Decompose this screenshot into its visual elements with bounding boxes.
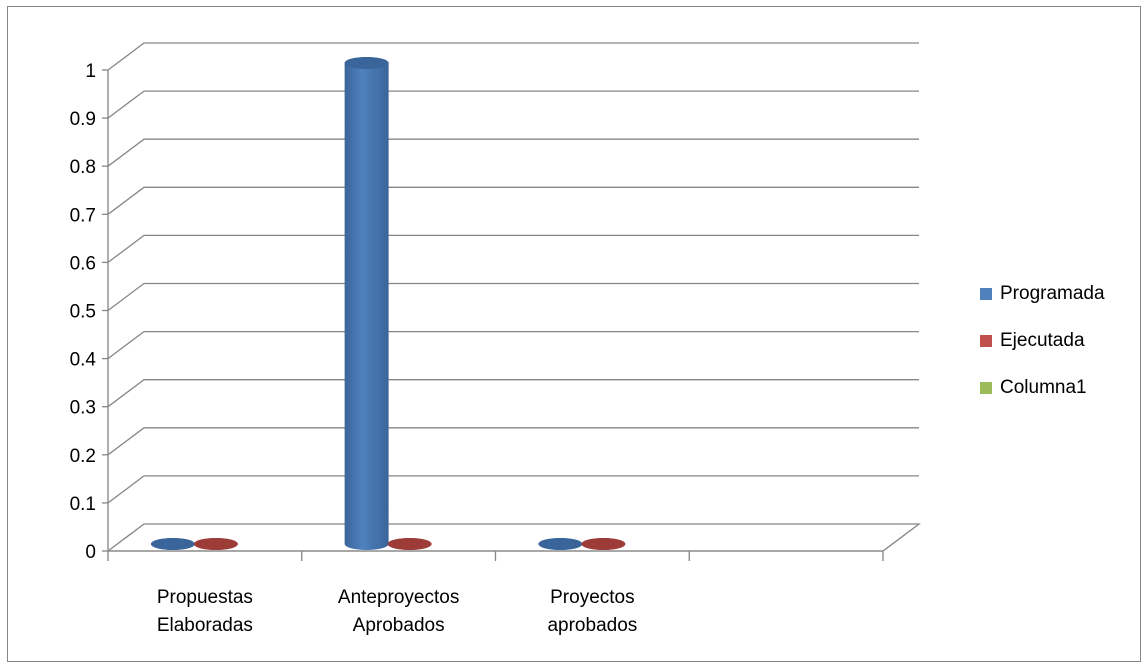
y-tick-label: 0.1 [70, 494, 96, 515]
gridline [107, 186, 919, 215]
bar-top-programada-0 [150, 538, 195, 550]
y-tick-label: 0.3 [70, 398, 96, 419]
gridline [107, 427, 919, 456]
chart-frame [7, 6, 1141, 662]
y-tick-label: 0.9 [70, 109, 96, 130]
x-tick-label-line: Aprobados [353, 615, 445, 636]
x-tick-label-line: aprobados [547, 615, 637, 636]
x-tick-label-line: Propuestas [157, 587, 253, 608]
gridline [107, 42, 919, 71]
y-tick-label: 0.4 [70, 350, 97, 371]
y-tick-label: 0.5 [70, 302, 96, 323]
y-tick-label: 0.2 [70, 446, 96, 467]
bars [150, 57, 626, 550]
bar-programada-1 [344, 57, 389, 550]
y-tick-label: 0.6 [70, 253, 96, 274]
y-tick-label: 0.7 [70, 205, 96, 226]
bar-top-ejecutada-2 [581, 538, 626, 550]
y-tick-labels: 0 0.1 0.2 0.3 0.4 0.5 0.6 0.7 0.8 0.9 1 [70, 61, 97, 563]
gridline [107, 379, 919, 408]
bar-top-ejecutada-1 [387, 538, 432, 550]
y-tick-label: 0.8 [70, 157, 96, 178]
legend-item-columna1: Columna1 [980, 376, 1105, 400]
bar-top-ejecutada-0 [193, 538, 238, 550]
x-tick-label-line: Anteproyectos [338, 587, 459, 608]
legend-swatch-columna1 [980, 382, 992, 394]
x-tick-label-line: Elaboradas [157, 615, 253, 636]
gridline [107, 475, 919, 504]
legend-swatch-programada [980, 288, 992, 300]
legend-swatch-ejecutada [980, 335, 992, 347]
gridlines [107, 42, 919, 504]
gridline [107, 234, 919, 263]
legend-label-ejecutada: Ejecutada [1000, 330, 1085, 351]
x-tick-label-line: Proyectos [550, 587, 634, 608]
y-tick-label: 1 [85, 61, 96, 82]
bar-top-programada-1 [344, 57, 389, 69]
gridline [107, 90, 919, 119]
gridline [107, 330, 919, 360]
legend-label-programada: Programada [1000, 283, 1105, 304]
x-tick-label: Proyectos aprobados [547, 587, 637, 636]
bar-top-programada-2 [538, 538, 583, 550]
x-tick-labels: Propuestas Elaboradas Anteproyectos Aprobad… [157, 587, 637, 636]
legend-item-ejecutada: Ejecutada [980, 329, 1105, 353]
legend-label-columna1: Columna1 [1000, 377, 1087, 398]
gridline [107, 138, 919, 167]
y-tick-label: 0 [85, 542, 96, 563]
legend-item-programada: Programada [980, 282, 1105, 306]
legend: Programada Ejecutada Columna1 [980, 282, 1105, 423]
gridline [107, 282, 919, 312]
x-tick-label: Propuestas Elaboradas [157, 587, 253, 636]
x-tick-label: Anteproyectos Aprobados [338, 587, 459, 636]
axes [102, 69, 884, 561]
